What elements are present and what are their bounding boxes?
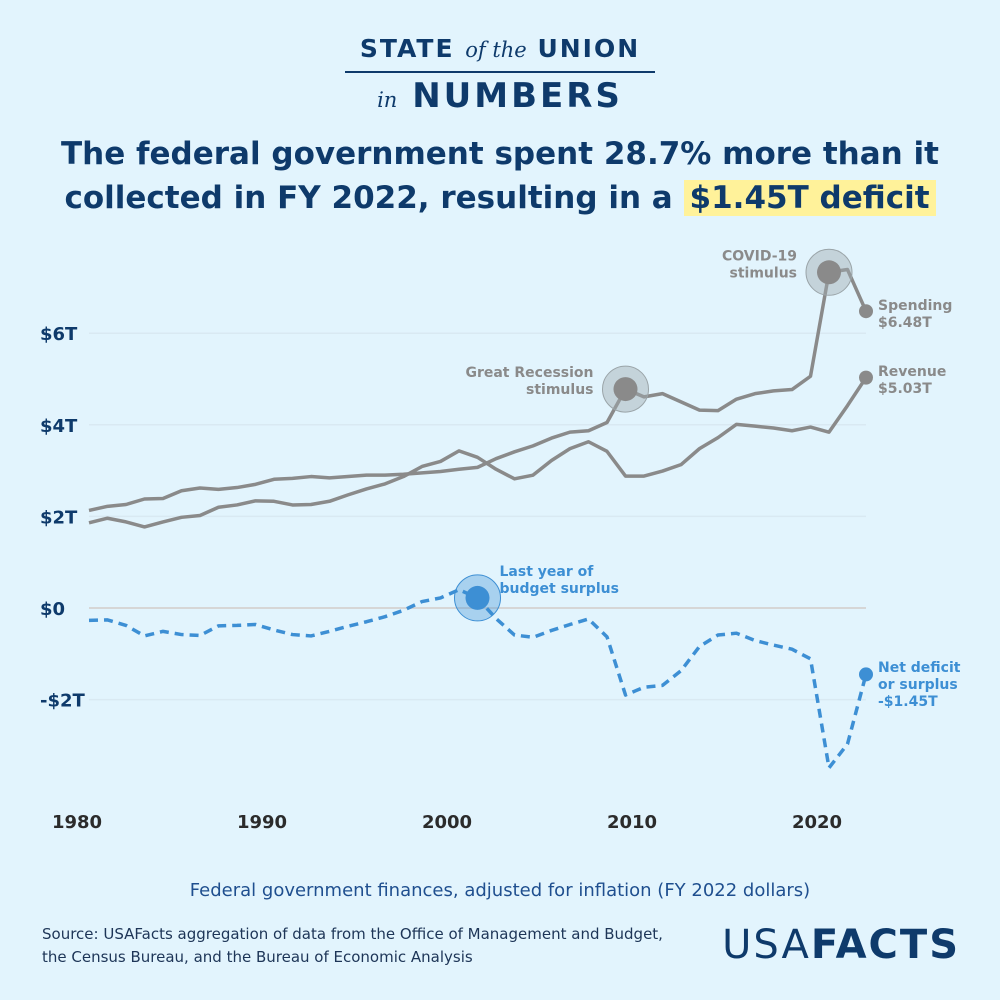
- annotation-point: [465, 585, 490, 610]
- x-tick-label: 2000: [422, 812, 472, 833]
- chart-subtitle: Federal government finances, adjusted fo…: [189, 880, 811, 901]
- x-tick-label: 1990: [237, 812, 287, 833]
- series-end-labels: Spending$6.48T Revenue$5.03T Net deficitor…: [878, 298, 961, 710]
- spending-label: Spending: [878, 298, 952, 314]
- annotation-label-line1: Great Recession: [465, 365, 593, 381]
- brand-union: UNION: [537, 34, 641, 63]
- source-line1: Source: USAFacts aggregation of data fro…: [42, 925, 663, 943]
- logo-usa: USA: [722, 922, 811, 968]
- series-end-point: [859, 667, 873, 682]
- x-tick-label: 2010: [607, 812, 657, 833]
- source-note: Source: USAFacts aggregation of data fro…: [42, 923, 663, 969]
- annotation-point: [817, 260, 841, 285]
- gridlines: [89, 332, 866, 701]
- y-tick-label: $2T: [40, 507, 78, 528]
- headline-highlight: $1.45T deficit: [683, 180, 936, 216]
- annotations: Great RecessionstimulusCOVID-19stimulusL…: [454, 248, 853, 622]
- series-lines: [88, 267, 873, 770]
- annotation-point: [613, 377, 638, 402]
- brand-of-the: of the: [465, 38, 527, 62]
- spending-value: $6.48T: [878, 315, 932, 331]
- annotation-label-line1: COVID-19: [722, 248, 797, 264]
- headline: The federal government spent 28.7% more …: [0, 132, 1000, 220]
- brand-in: in: [377, 88, 398, 112]
- x-axis-ticks: 1980 1990 2000 2010 2020: [52, 812, 842, 833]
- brand-title-line1: STATE of the UNION: [0, 34, 1000, 63]
- y-axis-ticks: -$2T $0 $2T $4T $6T: [40, 324, 86, 711]
- y-tick-label: $6T: [40, 324, 78, 345]
- revenue-value: $5.03T: [878, 381, 932, 397]
- headline-line2-text: collected in FY 2022, resulting in a: [64, 180, 673, 216]
- series-end-point: [859, 304, 873, 319]
- x-tick-label: 1980: [52, 812, 102, 833]
- annotation-label-line2: stimulus: [730, 265, 797, 281]
- annotation-label-line2: budget surplus: [500, 581, 619, 597]
- brand-state: STATE: [359, 34, 455, 63]
- series-line-1: [88, 376, 868, 529]
- deficit-label-line2: or surplus: [878, 677, 958, 693]
- headline-line2: collected in FY 2022, resulting in a $1.…: [0, 176, 1000, 220]
- y-tick-label: -$2T: [40, 691, 86, 712]
- source-line2: the Census Bureau, and the Bureau of Eco…: [42, 948, 473, 966]
- series-line-0: [88, 267, 868, 513]
- deficit-label-line1: Net deficit: [878, 660, 961, 676]
- logo-facts: FACTS: [810, 922, 960, 968]
- usafacts-logo: USAFACTS: [722, 922, 960, 968]
- brand-numbers: NUMBERS: [412, 76, 623, 116]
- annotation-label-line2: stimulus: [526, 382, 593, 398]
- x-tick-label: 2020: [792, 812, 842, 833]
- series-end-point: [859, 370, 873, 385]
- headline-line1: The federal government spent 28.7% more …: [61, 136, 939, 172]
- y-tick-label: $4T: [40, 416, 78, 437]
- revenue-label: Revenue: [878, 364, 946, 380]
- annotation-label-line1: Last year of: [500, 564, 595, 580]
- deficit-value: -$1.45T: [878, 694, 938, 710]
- brand-divider: [345, 71, 655, 73]
- brand-title-line2: in NUMBERS: [0, 76, 1000, 116]
- y-tick-label: $0: [40, 599, 65, 620]
